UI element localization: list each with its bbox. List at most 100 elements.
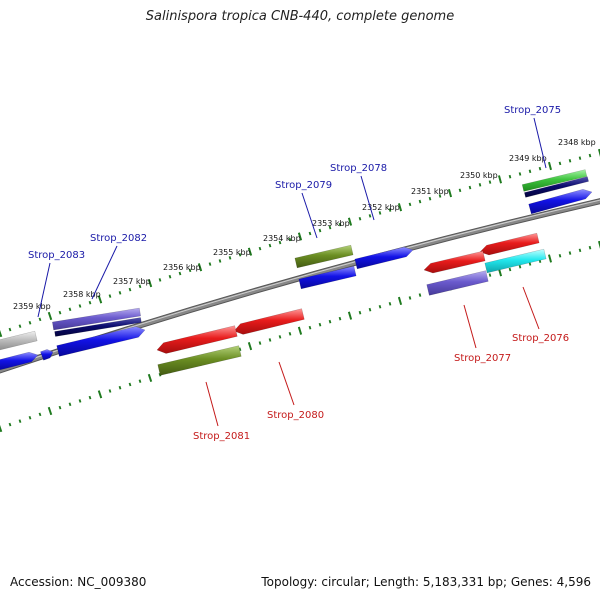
gene-strop-2081 [157, 345, 242, 376]
leader-strop-2080 [278, 361, 295, 406]
inner-tick-major [347, 311, 353, 320]
inner-tick-minor [38, 412, 42, 417]
inner-tick-minor [568, 251, 572, 255]
outer-tick-major [447, 189, 453, 198]
inner-tick-minor [368, 307, 372, 312]
inner-tick-major [547, 254, 553, 263]
outer-tick-minor [8, 327, 12, 332]
outer-tick-minor [368, 214, 372, 218]
gene-strop-2076-a [479, 232, 540, 256]
kbp-label: 2349 kbp [509, 154, 547, 163]
outer-tick-minor [388, 208, 392, 212]
inner-tick-minor [418, 293, 422, 297]
outer-tick-minor [268, 243, 272, 248]
outer-tick-minor [328, 225, 332, 230]
outer-tick-minor [358, 216, 362, 221]
genome-stats-text: Topology: circular; Length: 5,183,331 bp… [261, 575, 591, 589]
kbp-label: 2352 kbp [362, 203, 400, 212]
gene-label-strop-2082: Strop_2082 [90, 233, 147, 244]
leader-strop-2075 [533, 117, 547, 169]
outer-tick-minor [288, 237, 292, 242]
gene-strop-2078 [354, 246, 414, 270]
gene-label-strop-2078: Strop_2078 [330, 163, 387, 174]
inner-tick-minor [18, 419, 22, 423]
inner-tick-minor [68, 402, 72, 407]
kbp-label: 2359 kbp [13, 302, 51, 311]
gene-strop-2075-b [524, 176, 589, 198]
gene-strop-2083 [40, 349, 54, 361]
kbp-label: 2358 kbp [63, 290, 101, 299]
outer-tick-minor [278, 240, 282, 245]
outer-tick-major [397, 203, 403, 212]
outer-tick-major [297, 232, 303, 241]
outer-tick-minor [468, 185, 472, 190]
inner-tick-major [598, 240, 600, 249]
gene-strop-2080-b [156, 325, 238, 354]
inner-tick-minor [488, 273, 492, 277]
inner-tick-minor [408, 296, 412, 300]
inner-tick-minor [518, 264, 522, 269]
outer-tick-major [548, 161, 552, 171]
inner-tick-minor [388, 302, 392, 306]
kbp-label: 2348 kbp [558, 138, 596, 147]
outer-tick-minor [458, 188, 462, 193]
gene-strop-2075-a [521, 169, 588, 192]
kbp-label: 2353 kbp [312, 219, 350, 228]
gene-label-strop-2079: Strop_2079 [275, 180, 332, 191]
leader-strop-2079 [301, 192, 318, 239]
outer-tick-minor [218, 259, 222, 263]
leader-strop-2083 [37, 262, 51, 318]
inner-tick-minor [508, 267, 512, 272]
inner-tick-minor [58, 405, 62, 410]
outer-tick-major [147, 279, 153, 288]
outer-tick-major [247, 247, 253, 256]
inner-tick-major [147, 373, 153, 383]
gene-strop-2084 [0, 330, 38, 351]
outer-tick-minor [258, 246, 262, 251]
outer-tick-minor [538, 166, 542, 171]
outer-tick-minor [568, 158, 572, 163]
outer-tick-major [598, 148, 600, 158]
outer-tick-minor [438, 194, 442, 198]
inner-tick-minor [328, 319, 332, 324]
map-title: Salinispora tropica CNB-440, complete ge… [145, 9, 455, 24]
gene-label-strop-2083: Strop_2083 [28, 250, 85, 261]
outer-tick-minor [308, 231, 312, 236]
inner-tick-major [97, 390, 103, 399]
outer-tick-major [347, 217, 353, 226]
gene-label-strop-2077: Strop_2077 [454, 353, 511, 364]
outer-tick-minor [428, 196, 432, 201]
inner-tick-major [297, 326, 303, 335]
inner-tick-major [0, 424, 3, 433]
kbp-label: 2350 kbp [460, 171, 498, 180]
inner-tick-minor [378, 304, 382, 309]
outer-tick-minor [418, 199, 422, 204]
inner-tick-minor [238, 347, 242, 352]
outer-tick-minor [28, 320, 32, 325]
outer-tick-minor [488, 180, 492, 184]
leader-strop-2078 [360, 175, 375, 221]
inner-tick-minor [258, 341, 262, 345]
outer-tick-minor [208, 262, 212, 266]
kbp-label: 2351 kbp [411, 187, 449, 196]
inner-tick-major [247, 342, 253, 351]
inner-tick-minor [318, 322, 322, 327]
inner-tick-minor [278, 335, 282, 339]
gene-strop-2076 [484, 248, 547, 274]
outer-tick-minor [508, 174, 512, 179]
reverse-tick-ring [0, 240, 600, 433]
outer-tick-major [97, 295, 103, 304]
gene-strop-2074 [528, 189, 593, 215]
inner-tick-minor [128, 382, 132, 387]
inner-tick-minor [8, 422, 12, 427]
inner-tick-major [47, 406, 53, 416]
kbp-label: 2354 kbp [263, 234, 301, 243]
outer-tick-minor [18, 324, 22, 328]
leader-strop-2081 [205, 381, 219, 427]
kbp-label: 2356 kbp [163, 263, 201, 272]
leader-strop-2076 [522, 286, 540, 330]
outer-tick-minor [38, 317, 42, 322]
position-labels: 2348 kbp 2349 kbp 2350 kbp 2351 kbp 2352… [13, 138, 596, 311]
inner-tick-minor [28, 415, 32, 420]
